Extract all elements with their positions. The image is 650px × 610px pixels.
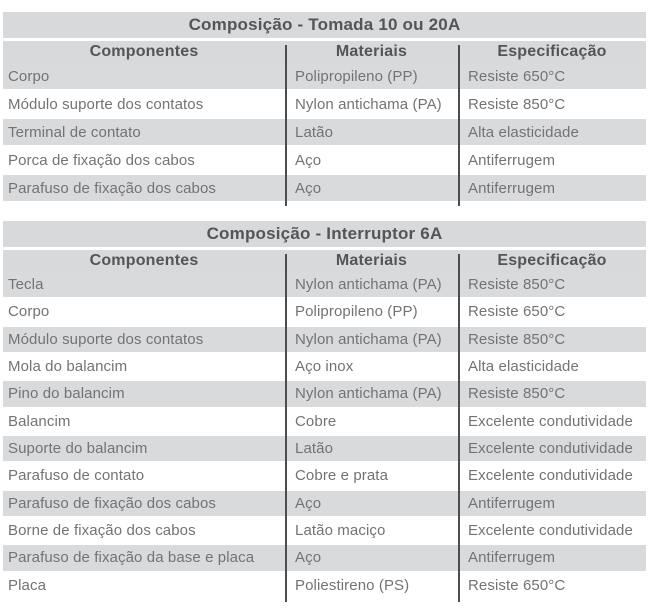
cell-material: Cobre e prata — [295, 467, 389, 485]
table-row: Corpo Polipropileno (PP) Resiste 650°C — [3, 299, 646, 327]
cell-componente: Parafuso de fixação dos cabos — [8, 179, 217, 197]
cell-especificacao: Excelente condutividade — [468, 522, 633, 540]
cell-componente: Corpo — [8, 67, 50, 85]
cell-componente: Suporte do balancim — [8, 440, 148, 458]
cell-material: Aço inox — [295, 358, 354, 376]
table-body: Tecla Nylon antichama (PA) Resiste 850°C… — [3, 272, 646, 600]
table-title: Composição - Tomada 10 ou 20A — [3, 12, 646, 41]
table-row: Módulo suporte dos contatos Nylon antich… — [3, 91, 646, 119]
table-row: Porca de fixação dos cabos Aço Antiferru… — [3, 147, 646, 175]
cell-especificacao: Antiferrugem — [468, 549, 556, 567]
cell-especificacao: Alta elasticidade — [468, 358, 579, 376]
cell-componente: Módulo suporte dos contatos — [8, 330, 204, 348]
column-header-componentes: Componentes — [89, 252, 199, 269]
cell-especificacao: Excelente condutividade — [468, 467, 633, 485]
cell-especificacao: Antiferrugem — [468, 179, 556, 197]
cell-componente: Corpo — [8, 303, 50, 321]
cell-material: Nylon antichama (PA) — [295, 276, 442, 294]
cell-material: Aço — [295, 179, 322, 197]
cell-material: Aço — [295, 549, 322, 567]
cell-componente: Porca de fixação dos cabos — [8, 151, 195, 169]
cell-especificacao: Resiste 850°C — [468, 385, 566, 403]
cell-especificacao: Resiste 850°C — [468, 330, 566, 348]
cell-material: Polipropileno (PP) — [295, 303, 418, 321]
column-divider-line — [458, 254, 460, 602]
cell-especificacao: Resiste 650°C — [468, 303, 566, 321]
table-body: Corpo Polipropileno (PP) Resiste 650°C M… — [3, 63, 646, 203]
column-divider-line — [458, 45, 460, 206]
column-header-especificacao: Especificação — [497, 252, 607, 269]
cell-especificacao: Resiste 850°C — [468, 276, 566, 294]
cell-componente: Tecla — [8, 276, 44, 294]
cell-especificacao: Alta elasticidade — [468, 123, 579, 141]
cell-especificacao: Resiste 650°C — [468, 67, 566, 85]
table-title: Composição - Interruptor 6A — [3, 221, 646, 250]
cell-componente: Módulo suporte dos contatos — [8, 95, 204, 113]
cell-componente: Placa — [8, 576, 47, 594]
column-header-especificacao: Especificação — [497, 43, 607, 60]
table-column-headers: Componentes Materiais Especificação — [3, 250, 646, 272]
cell-componente: Parafuso de fixação da base e placa — [8, 549, 255, 567]
column-header-materiais: Materiais — [335, 252, 408, 269]
cell-especificacao: Resiste 650°C — [468, 576, 566, 594]
cell-material: Latão — [295, 440, 334, 458]
cell-especificacao: Excelente condutividade — [468, 412, 633, 430]
cell-material: Aço — [295, 151, 322, 169]
table-row: Terminal de contato Latão Alta elasticid… — [3, 119, 646, 147]
table-row: Pino do balancim Nylon antichama (PA) Re… — [3, 381, 646, 409]
table-tomada-10-20a: Composição - Tomada 10 ou 20A Componente… — [3, 12, 646, 206]
table-row: Mola do balancim Aço inox Alta elasticid… — [3, 353, 646, 382]
table-row: Corpo Polipropileno (PP) Resiste 650°C — [3, 63, 646, 91]
cell-especificacao: Resiste 850°C — [468, 95, 566, 113]
cell-material: Aço — [295, 494, 322, 512]
cell-material: Polipropileno (PP) — [295, 67, 418, 85]
table-interruptor-6a: Composição - Interruptor 6A Componentes … — [3, 221, 646, 602]
cell-especificacao: Excelente condutividade — [468, 440, 633, 458]
cell-componente: Mola do balancim — [8, 358, 128, 376]
cell-material: Nylon antichama (PA) — [295, 330, 442, 348]
cell-componente: Borne de fixação dos cabos — [8, 522, 196, 540]
column-header-componentes: Componentes — [89, 43, 199, 60]
cell-especificacao: Antiferrugem — [468, 151, 556, 169]
table-row: Parafuso de fixação da base e placa Aço … — [3, 545, 646, 573]
cell-componente: Parafuso de fixação dos cabos — [8, 494, 217, 512]
table-column-headers: Componentes Materiais Especificação — [3, 41, 646, 63]
table-row: Parafuso de contato Cobre e prata Excele… — [3, 463, 646, 491]
cell-material: Nylon antichama (PA) — [295, 385, 442, 403]
cell-componente: Parafuso de contato — [8, 467, 145, 485]
column-header-materiais: Materiais — [335, 43, 408, 60]
cell-componente: Terminal de contato — [8, 123, 141, 141]
table-row: Borne de fixação dos cabos Latão maciço … — [3, 517, 646, 546]
cell-componente: Pino do balancim — [8, 385, 125, 403]
cell-material: Cobre — [295, 412, 337, 430]
table-row: Suporte do balancim Latão Excelente cond… — [3, 435, 646, 464]
cell-material: Latão — [295, 123, 334, 141]
table-row: Balancim Cobre Excelente condutividade — [3, 408, 646, 436]
table-row: Parafuso de fixação dos cabos Aço Antife… — [3, 490, 646, 518]
column-divider-line — [285, 45, 287, 206]
table-row: Tecla Nylon antichama (PA) Resiste 850°C — [3, 272, 646, 300]
cell-material: Nylon antichama (PA) — [295, 95, 442, 113]
cell-especificacao: Antiferrugem — [468, 494, 556, 512]
column-divider-line — [285, 254, 287, 602]
cell-componente: Balancim — [8, 412, 71, 430]
table-row: Placa Poliestireno (PS) Resiste 650°C — [3, 572, 646, 600]
table-row: Parafuso de fixação dos cabos Aço Antife… — [3, 175, 646, 203]
cell-material: Poliestireno (PS) — [295, 576, 410, 594]
cell-material: Latão maciço — [295, 522, 386, 540]
table-row: Módulo suporte dos contatos Nylon antich… — [3, 326, 646, 354]
